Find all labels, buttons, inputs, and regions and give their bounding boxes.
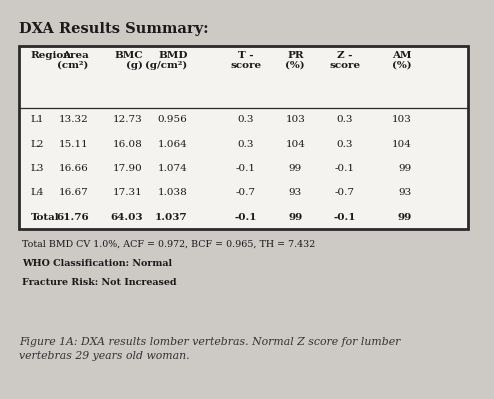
Text: 93: 93: [399, 188, 412, 198]
Text: L2: L2: [31, 140, 44, 149]
Text: 1.074: 1.074: [158, 164, 188, 173]
Text: 104: 104: [392, 140, 412, 149]
Text: -0.1: -0.1: [235, 213, 257, 222]
FancyBboxPatch shape: [19, 46, 468, 229]
Text: 99: 99: [288, 164, 302, 173]
Text: Total: Total: [31, 213, 59, 222]
Text: T -
score: T - score: [230, 51, 261, 70]
Text: Area
(cm²): Area (cm²): [57, 51, 89, 70]
Text: L1: L1: [31, 115, 44, 124]
Text: 17.90: 17.90: [113, 164, 143, 173]
Text: 103: 103: [286, 115, 305, 124]
Text: DXA Results Summary:: DXA Results Summary:: [19, 22, 209, 36]
Text: Total BMD CV 1.0%, ACF = 0.972, BCF = 0.965, TH = 7.432: Total BMD CV 1.0%, ACF = 0.972, BCF = 0.…: [22, 239, 315, 249]
Text: BMD
(g/cm²): BMD (g/cm²): [145, 51, 188, 70]
Text: 0.3: 0.3: [238, 140, 254, 149]
Text: 0.3: 0.3: [238, 115, 254, 124]
Text: AM
(%): AM (%): [392, 51, 412, 70]
Text: -0.7: -0.7: [335, 188, 355, 198]
Text: 0.956: 0.956: [158, 115, 188, 124]
Text: 1.064: 1.064: [158, 140, 188, 149]
Text: 15.11: 15.11: [59, 140, 89, 149]
Text: 12.73: 12.73: [113, 115, 143, 124]
Text: BMC
(g): BMC (g): [114, 51, 143, 70]
Text: 16.66: 16.66: [59, 164, 89, 173]
Text: 93: 93: [288, 188, 302, 198]
Text: 17.31: 17.31: [113, 188, 143, 198]
Text: 99: 99: [398, 213, 412, 222]
Text: Figure 1A: DXA results lomber vertebras. Normal Z score for lumber
vertebras 29 : Figure 1A: DXA results lomber vertebras.…: [19, 337, 401, 361]
Text: 99: 99: [399, 164, 412, 173]
Text: 0.3: 0.3: [336, 140, 353, 149]
Text: 1.038: 1.038: [158, 188, 188, 198]
Text: 0.3: 0.3: [336, 115, 353, 124]
Text: 13.32: 13.32: [59, 115, 89, 124]
Text: Fracture Risk: Not Increased: Fracture Risk: Not Increased: [22, 278, 176, 287]
Text: 64.03: 64.03: [110, 213, 143, 222]
Text: L4: L4: [31, 188, 44, 198]
Text: Region: Region: [31, 51, 71, 60]
Text: -0.1: -0.1: [236, 164, 256, 173]
Text: PR
(%): PR (%): [286, 51, 305, 70]
Text: 61.76: 61.76: [56, 213, 89, 222]
Text: 1.037: 1.037: [155, 213, 188, 222]
Text: L3: L3: [31, 164, 44, 173]
Text: Z -
score: Z - score: [329, 51, 360, 70]
Text: 16.08: 16.08: [113, 140, 143, 149]
Text: -0.1: -0.1: [335, 164, 355, 173]
Text: -0.1: -0.1: [333, 213, 356, 222]
Text: 104: 104: [286, 140, 305, 149]
Text: 16.67: 16.67: [59, 188, 89, 198]
Text: -0.7: -0.7: [236, 188, 256, 198]
Text: 99: 99: [288, 213, 302, 222]
Text: 103: 103: [392, 115, 412, 124]
Text: WHO Classification: Normal: WHO Classification: Normal: [22, 259, 172, 268]
